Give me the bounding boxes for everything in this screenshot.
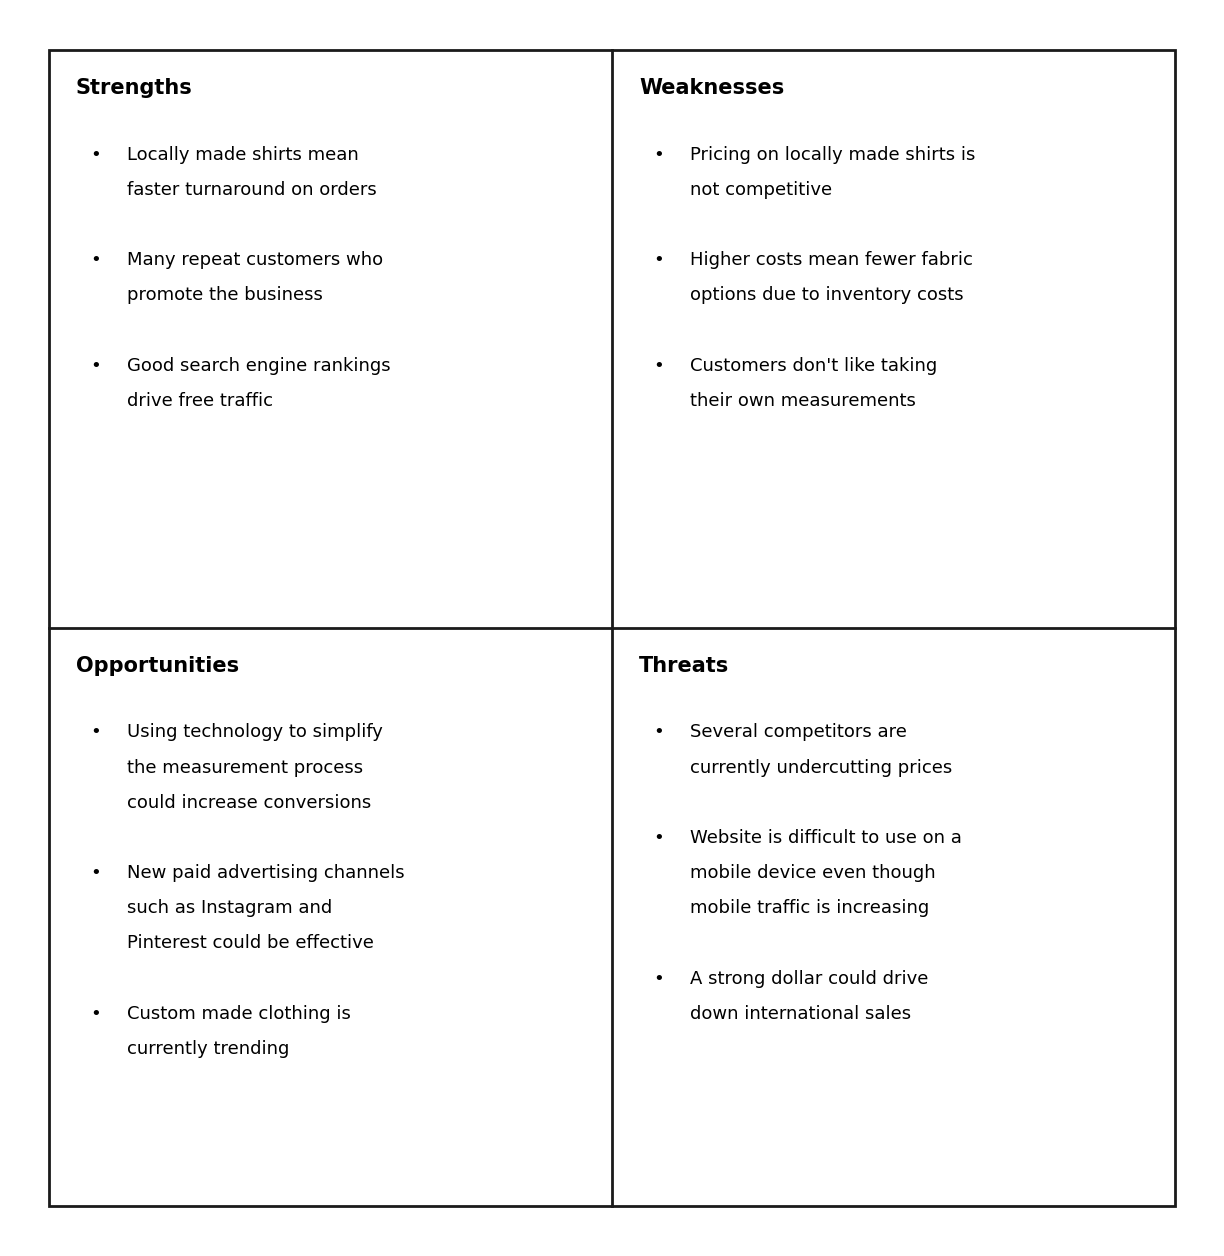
Text: currently trending: currently trending	[127, 1040, 290, 1058]
Text: •: •	[91, 357, 102, 374]
Text: Several competitors are: Several competitors are	[690, 723, 907, 741]
Text: Customers don't like taking: Customers don't like taking	[690, 357, 938, 374]
Text: down international sales: down international sales	[690, 1005, 912, 1022]
Text: promote the business: promote the business	[127, 286, 323, 304]
Text: •: •	[654, 723, 665, 741]
Text: drive free traffic: drive free traffic	[127, 392, 273, 409]
Text: •: •	[91, 1005, 102, 1022]
Text: options due to inventory costs: options due to inventory costs	[690, 286, 965, 304]
Text: •: •	[654, 970, 665, 987]
Text: Threats: Threats	[639, 656, 730, 676]
Text: Higher costs mean fewer fabric: Higher costs mean fewer fabric	[690, 251, 973, 269]
Text: could increase conversions: could increase conversions	[127, 794, 372, 811]
Text: not competitive: not competitive	[690, 181, 832, 198]
Text: Using technology to simplify: Using technology to simplify	[127, 723, 383, 741]
Text: Strengths: Strengths	[76, 78, 192, 98]
Text: •: •	[654, 829, 665, 847]
Text: •: •	[91, 251, 102, 269]
Text: Good search engine rankings: Good search engine rankings	[127, 357, 390, 374]
Text: Pinterest could be effective: Pinterest could be effective	[127, 934, 375, 952]
Text: mobile traffic is increasing: mobile traffic is increasing	[690, 899, 929, 917]
Text: Weaknesses: Weaknesses	[639, 78, 785, 98]
Text: the measurement process: the measurement process	[127, 759, 364, 776]
Text: •: •	[654, 146, 665, 163]
Text: A strong dollar could drive: A strong dollar could drive	[690, 970, 929, 987]
Text: •: •	[654, 357, 665, 374]
Text: •: •	[91, 723, 102, 741]
Text: currently undercutting prices: currently undercutting prices	[690, 759, 952, 776]
Text: faster turnaround on orders: faster turnaround on orders	[127, 181, 377, 198]
Text: Opportunities: Opportunities	[76, 656, 239, 676]
Text: Locally made shirts mean: Locally made shirts mean	[127, 146, 359, 163]
Text: Many repeat customers who: Many repeat customers who	[127, 251, 383, 269]
Text: their own measurements: their own measurements	[690, 392, 917, 409]
Text: Website is difficult to use on a: Website is difficult to use on a	[690, 829, 962, 847]
Text: such as Instagram and: such as Instagram and	[127, 899, 333, 917]
Text: Custom made clothing is: Custom made clothing is	[127, 1005, 351, 1022]
Text: •: •	[654, 251, 665, 269]
Text: •: •	[91, 146, 102, 163]
Text: Pricing on locally made shirts is: Pricing on locally made shirts is	[690, 146, 976, 163]
Text: •: •	[91, 864, 102, 882]
Text: New paid advertising channels: New paid advertising channels	[127, 864, 405, 882]
Text: mobile device even though: mobile device even though	[690, 864, 936, 882]
